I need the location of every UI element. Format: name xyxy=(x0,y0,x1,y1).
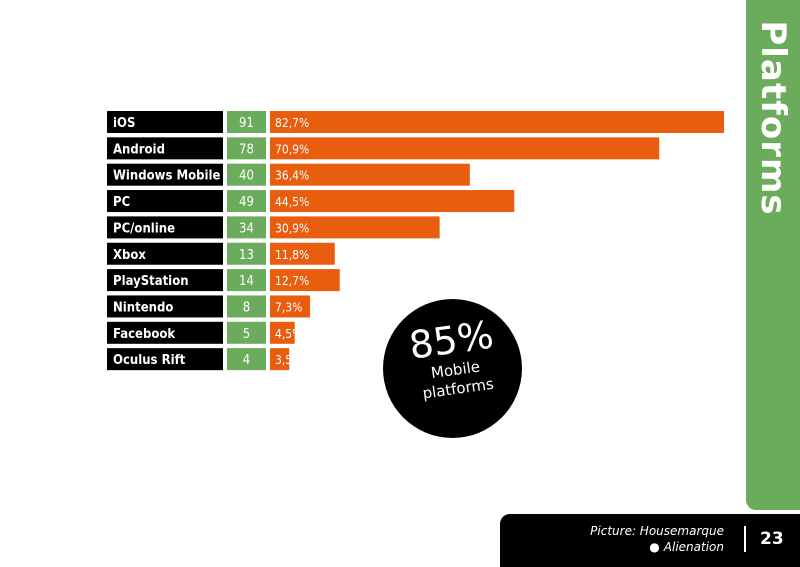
count-box xyxy=(227,190,266,213)
count-label: 5 xyxy=(243,327,250,342)
category-label: PC xyxy=(113,195,130,210)
bar-value-label: 82,7% xyxy=(275,116,309,130)
category-label-box xyxy=(107,163,223,186)
bar xyxy=(270,269,340,292)
bar xyxy=(270,295,311,318)
bar xyxy=(270,242,335,265)
section-tab xyxy=(746,0,800,510)
bar-value-label: 30,9% xyxy=(275,221,309,235)
platforms-bar-chart: iOS 91 82,7% Android 78 70,9% Windows Mobile 40… xyxy=(107,111,724,371)
count-label: 8 xyxy=(243,300,250,315)
bar-value-label: 3,5% xyxy=(275,353,302,367)
bar xyxy=(270,190,515,213)
category-label: Android xyxy=(113,142,165,157)
section-title: Platforms xyxy=(753,20,793,216)
bar xyxy=(270,163,470,186)
count-box xyxy=(227,321,266,344)
picture-credit: Picture: Housemarque ● Alienation xyxy=(590,523,724,555)
category-label-box xyxy=(107,242,223,265)
count-label: 49 xyxy=(239,195,254,210)
bar xyxy=(270,321,295,344)
category-label: iOS xyxy=(113,116,135,131)
category-label-box xyxy=(107,348,223,371)
credit-line-2-wrap: ● Alienation xyxy=(590,539,724,555)
bar xyxy=(270,348,290,371)
bullet-icon: ● xyxy=(649,540,660,554)
category-label-box xyxy=(107,295,223,318)
bar-value-label: 7,3% xyxy=(275,300,302,314)
mobile-share-callout: 85% Mobile platforms xyxy=(383,299,522,438)
category-label: Facebook xyxy=(113,327,175,342)
page-footer: Picture: Housemarque ● Alienation 23 xyxy=(500,514,800,567)
count-label: 4 xyxy=(243,353,250,368)
bar-value-label: 36,4% xyxy=(275,169,309,183)
count-label: 78 xyxy=(239,142,254,157)
category-label: PC/online xyxy=(113,221,175,236)
credit-line-2: Alienation xyxy=(663,540,724,554)
count-box xyxy=(227,216,266,239)
category-label-box xyxy=(107,269,223,292)
bar xyxy=(270,137,660,160)
footer-divider xyxy=(744,526,746,552)
count-box xyxy=(227,163,266,186)
count-label: 91 xyxy=(239,116,254,131)
count-label: 14 xyxy=(239,274,254,289)
count-box xyxy=(227,242,266,265)
bar xyxy=(270,111,724,133)
bar-value-label: 12,7% xyxy=(275,274,309,288)
category-label-box xyxy=(107,190,223,213)
count-box xyxy=(227,295,266,318)
count-box xyxy=(227,269,266,292)
category-label-box xyxy=(107,137,223,160)
count-box xyxy=(227,111,266,133)
bar-value-label: 70,9% xyxy=(275,142,309,156)
category-label: Windows Mobile xyxy=(113,169,221,184)
callout-content: 85% Mobile platforms xyxy=(377,290,529,408)
category-label-box xyxy=(107,111,223,133)
category-label: Xbox xyxy=(113,248,146,263)
count-label: 13 xyxy=(239,248,254,263)
page-number: 23 xyxy=(760,529,784,549)
bar xyxy=(270,216,440,239)
bar-value-label: 4,5% xyxy=(275,327,302,341)
count-box xyxy=(227,348,266,371)
count-box xyxy=(227,137,266,160)
bar-value-label: 44,5% xyxy=(275,195,309,209)
category-label-box xyxy=(107,216,223,239)
credit-line-1: Picture: Housemarque xyxy=(590,524,724,538)
category-label: PlayStation xyxy=(113,274,189,289)
count-label: 34 xyxy=(239,221,254,236)
category-label: Oculus Rift xyxy=(113,353,186,368)
count-label: 40 xyxy=(239,169,254,184)
category-label-box xyxy=(107,321,223,344)
bar-value-label: 11,8% xyxy=(275,248,309,262)
category-label: Nintendo xyxy=(113,300,173,315)
